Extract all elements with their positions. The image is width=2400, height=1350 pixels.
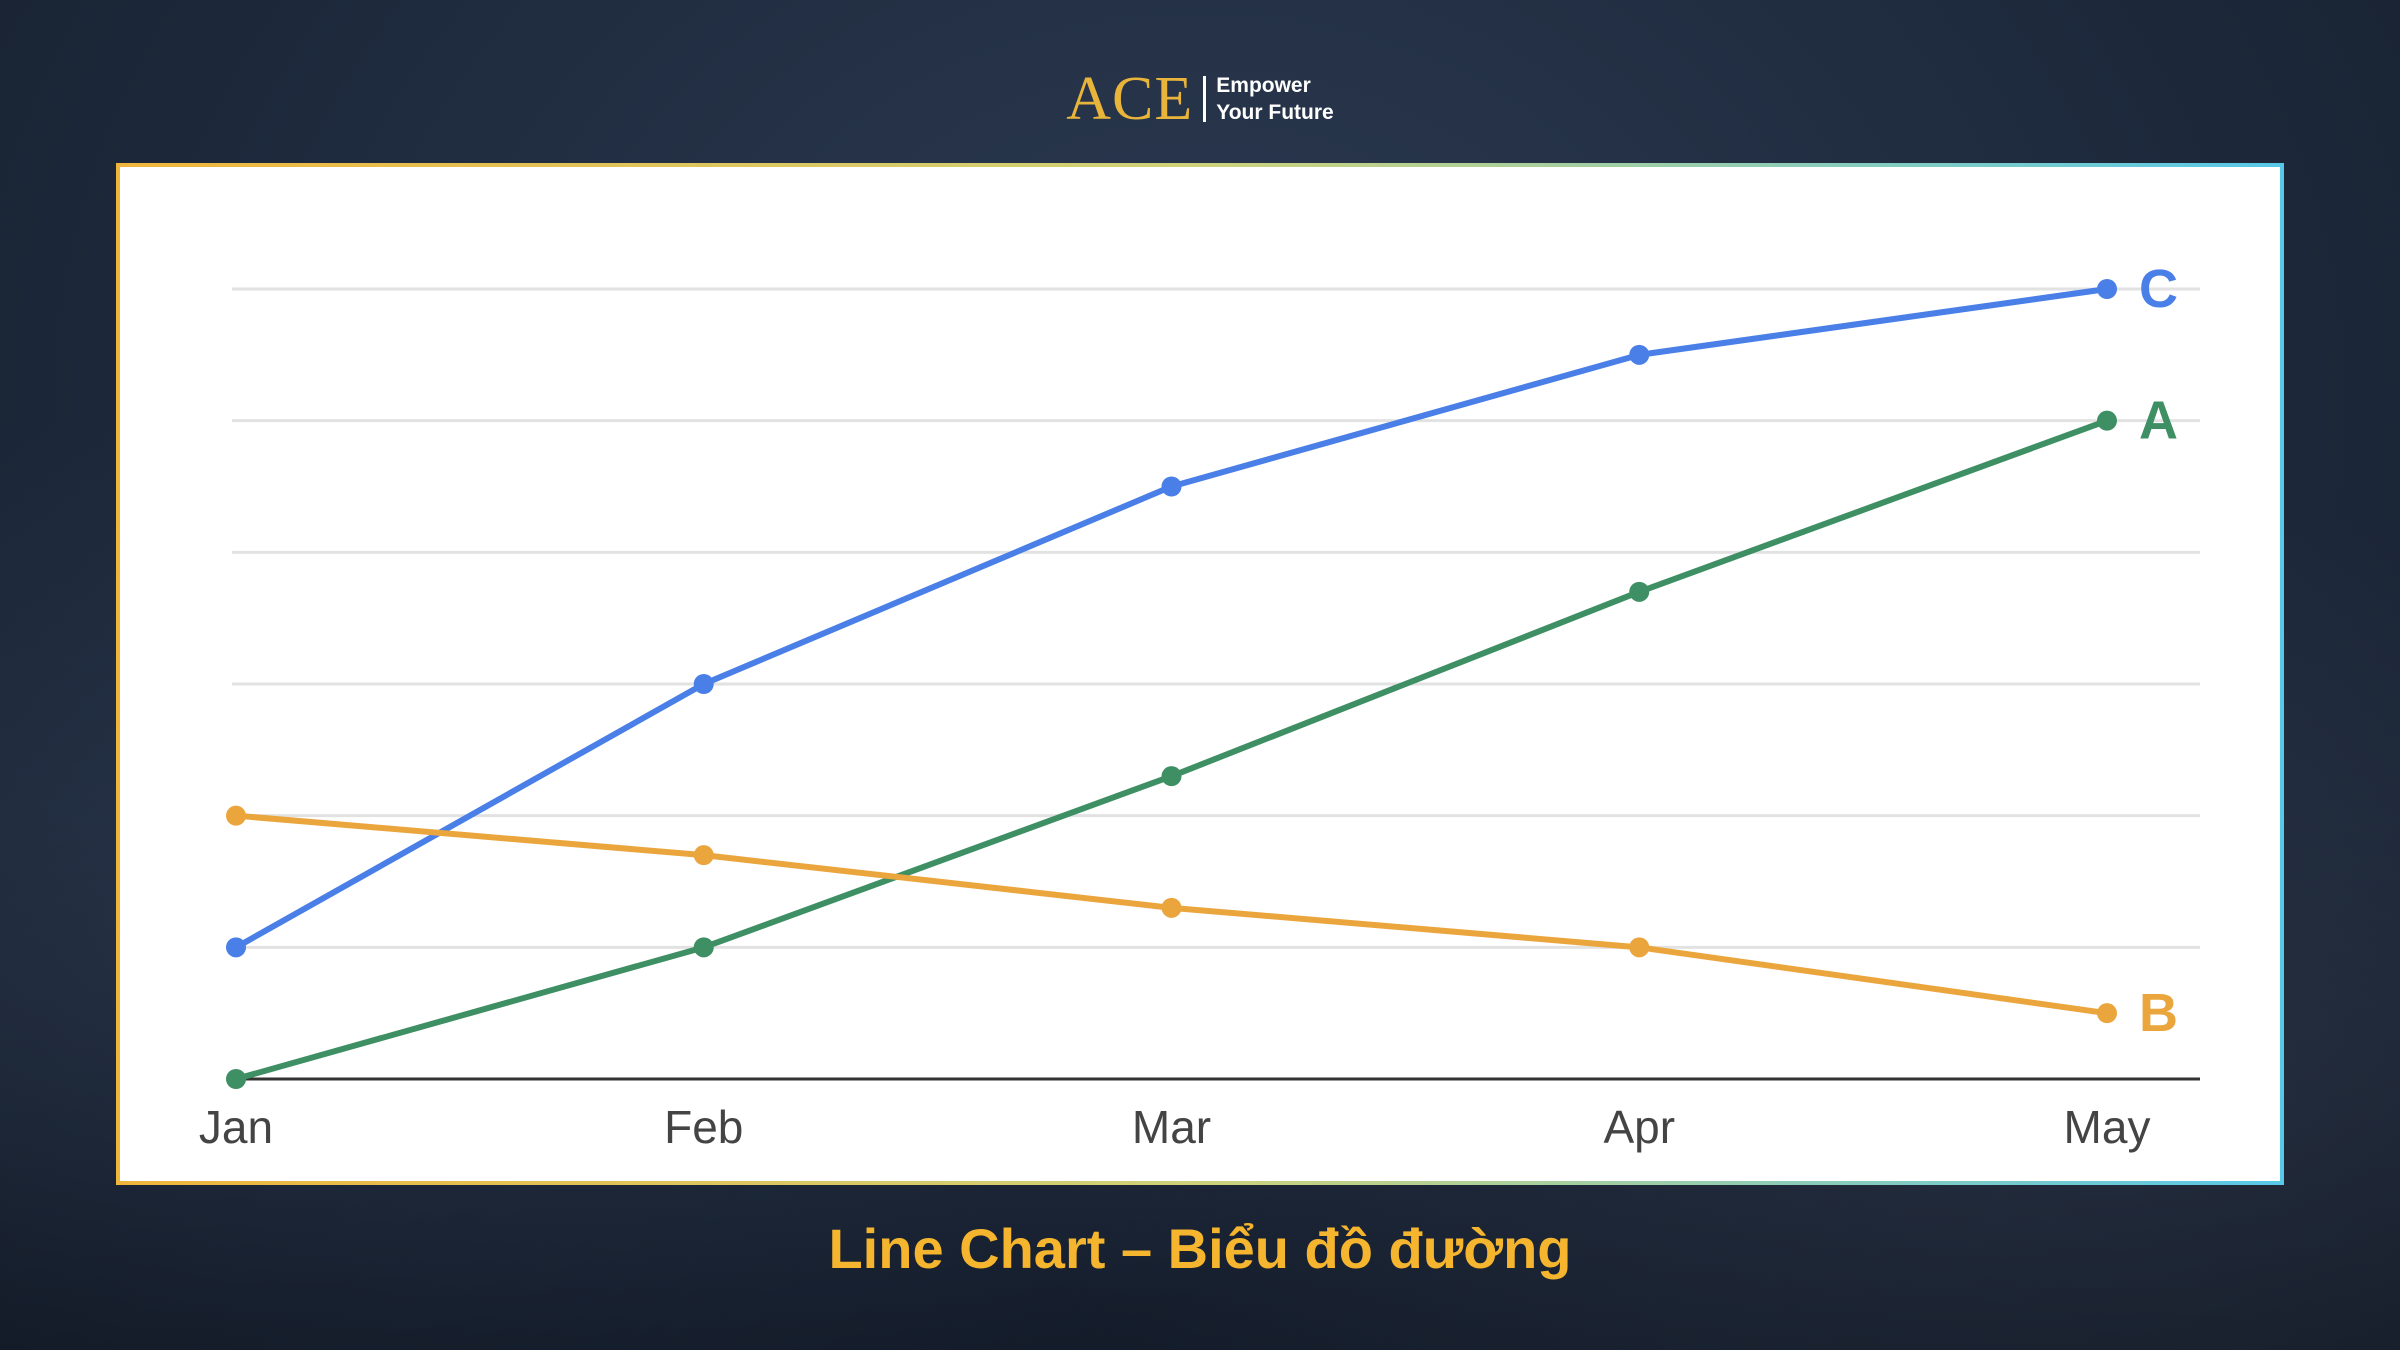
logo-tagline: Empower Your Future: [1216, 72, 1333, 126]
x-tick-label: Feb: [664, 1101, 743, 1153]
data-point: [1629, 937, 1650, 958]
logo-tagline-line1: Empower: [1216, 74, 1311, 97]
data-point: [226, 805, 246, 826]
series-label: B: [2139, 983, 2178, 1043]
logo-divider: [1203, 76, 1207, 122]
brand-logo: ACE Empower Your Future: [0, 68, 2400, 130]
gridlines: [232, 287, 2200, 949]
chart-caption: Line Chart – Biểu đồ đường: [828, 1217, 1572, 1280]
x-tick-label: May: [2064, 1101, 2151, 1153]
data-point: [2097, 410, 2117, 431]
series-label: A: [2139, 391, 2178, 451]
series-a: [226, 410, 2117, 1089]
data-point: [1161, 897, 1182, 918]
series-label: C: [2139, 259, 2178, 319]
x-tick-label: Jan: [199, 1101, 273, 1153]
logo-tagline-line2: Your Future: [1216, 101, 1334, 124]
line-chart: Jan Feb Mar Apr May C A B: [199, 259, 2200, 1153]
data-point: [1629, 581, 1650, 602]
data-point: [1629, 344, 1650, 365]
x-axis: Jan Feb Mar Apr May: [199, 1077, 2200, 1153]
data-point: [693, 674, 714, 694]
x-tick-label: Mar: [1132, 1101, 1211, 1153]
chart-frame: Jan Feb Mar Apr May C A B: [116, 163, 2284, 1185]
labels-group: C A B: [2139, 259, 2178, 1043]
data-point: [693, 937, 714, 958]
data-point: [226, 1069, 246, 1089]
logo-mark: ACE: [1066, 65, 1194, 133]
series-group: [226, 279, 2117, 1089]
data-point: [2097, 279, 2117, 299]
series-line: [233, 286, 2110, 951]
series-line: [233, 417, 2110, 1082]
series-b: [226, 805, 2117, 1024]
data-point: [693, 845, 714, 866]
data-point: [1161, 476, 1182, 497]
data-point: [226, 937, 246, 958]
data-point: [1161, 766, 1182, 787]
x-tick-label: Apr: [1603, 1101, 1675, 1153]
data-point: [2097, 1003, 2117, 1024]
series-c: [226, 279, 2117, 958]
